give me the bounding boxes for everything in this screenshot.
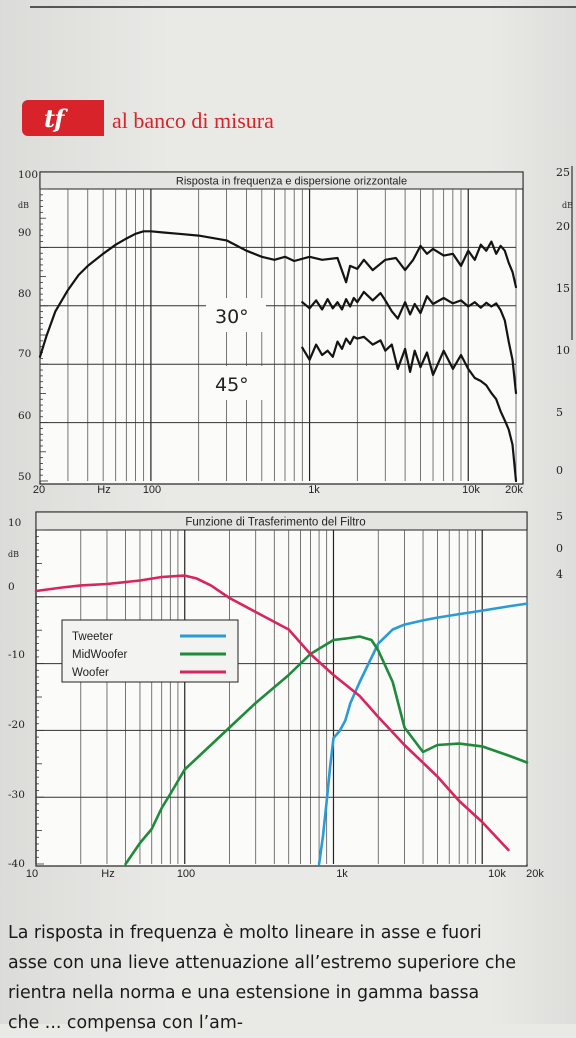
chart-title: Risposta in frequenza e dispersione oriz…: [176, 176, 407, 188]
chart-legend: Tweeter MidWoofer Woofer: [61, 619, 239, 683]
article-paragraph: La risposta in frequenza è molto lineare…: [8, 918, 568, 1038]
edge-tick-label: 5: [556, 406, 563, 419]
filter-curve-midwoofer: [124, 635, 529, 866]
x-tick-label: 100: [143, 484, 161, 496]
y-tick-label: 10: [8, 517, 21, 529]
x-tick-label: Hz: [97, 484, 110, 496]
grid: [39, 188, 517, 482]
adjacent-page-edge: 25 dB 20 15 10 5 0 5 0 4: [540, 160, 576, 600]
label-backdrop: [206, 366, 266, 400]
x-tick-label: 10k: [462, 484, 480, 496]
edge-tick-label: 25: [556, 166, 570, 179]
paragraph-line: che ... compensa con l’am-: [8, 1013, 244, 1033]
paragraph-line: asse con una lieve attenuazione all’estr…: [8, 953, 517, 973]
edge-tick-label: 5: [556, 510, 563, 523]
edge-tick-label: 15: [556, 282, 570, 295]
x-tick-label: 20: [33, 484, 45, 496]
chart-frame: [35, 511, 528, 867]
edge-tick-label: 0: [556, 464, 563, 477]
y-tick-label: 0: [8, 581, 15, 593]
y-tick-label: dB: [18, 201, 29, 210]
frequency-response-chart: Risposta in frequenza e dispersione oriz…: [18, 169, 524, 496]
x-tick-label: 1k: [336, 868, 348, 880]
edge-tick-label: 20: [556, 220, 570, 233]
y-tick-label: -40: [8, 858, 25, 870]
response-curve-on-axis: [38, 230, 518, 358]
label-backdrop: [206, 298, 266, 332]
filter-curve-woofer: [34, 574, 510, 852]
x-tick-label: 1k: [308, 484, 320, 496]
edge-tick-label: 0: [556, 542, 563, 555]
chart-title-bar: [39, 171, 524, 190]
section-title: al banco di misura: [112, 108, 274, 133]
chart-title-bar: [35, 511, 528, 531]
x-tick-label: 100: [177, 868, 195, 880]
x-tick-label: 10: [26, 868, 38, 880]
magazine-logo: tf: [22, 100, 104, 136]
chart-title: Funzione di Trasferimento del Filtro: [185, 517, 365, 529]
top-rule: [30, 6, 576, 8]
grid: [35, 529, 528, 865]
edge-tick-label: dB: [562, 201, 573, 210]
y-tick-label: 90: [18, 227, 31, 239]
y-tick-label: 70: [18, 348, 31, 360]
chart-frame: [39, 171, 524, 485]
x-tick-label: 20k: [505, 484, 523, 496]
legend-label: Tweeter: [72, 631, 113, 643]
paragraph-line: La risposta in frequenza è molto lineare…: [8, 923, 482, 943]
y-tick-label: dB: [8, 550, 19, 559]
y-tick-label: 100: [18, 169, 38, 181]
curve-label-30: 30°: [215, 306, 249, 328]
edge-tick-label: 4: [556, 568, 563, 581]
legend-label: MidWoofer: [72, 649, 128, 661]
adjacent-chart-ticks: 25 dB 20 15 10 5 0 5 0 4: [556, 166, 573, 581]
y-tick-label: 80: [18, 288, 31, 300]
y-tick-label: -10: [8, 649, 25, 661]
response-curve-30deg: [301, 290, 518, 395]
logo-text: tf: [44, 104, 64, 133]
y-tick-label: 60: [18, 410, 31, 422]
y-tick-label: -20: [8, 719, 25, 731]
paragraph-line: rientra nella norma e una estensione in …: [8, 983, 480, 1003]
response-curve-45deg: [301, 335, 518, 483]
edge-tick-label: 10: [556, 344, 570, 357]
y-tick-label: 50: [18, 471, 31, 483]
filter-transfer-chart: Funzione di Trasferimento del Filtro 10 dB…: [8, 511, 544, 880]
y-tick-label: -30: [8, 789, 25, 801]
x-tick-label: 10k: [488, 868, 506, 880]
x-tick-label: Hz: [101, 868, 114, 880]
filter-curve-tweeter: [317, 602, 529, 866]
curve-label-45: 45°: [215, 374, 249, 396]
legend-label: Woofer: [72, 667, 109, 679]
x-tick-label: 20k: [526, 868, 544, 880]
